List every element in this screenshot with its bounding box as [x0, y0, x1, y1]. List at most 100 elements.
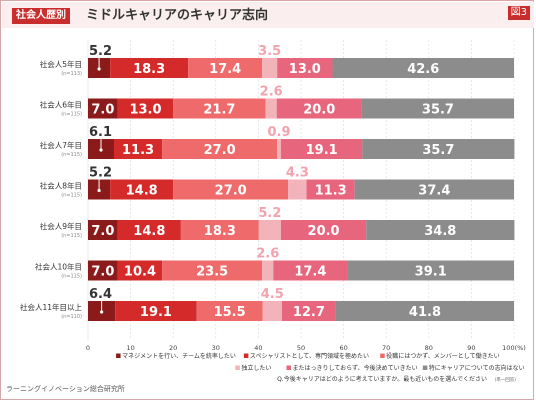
data-label: 21.7: [203, 103, 235, 118]
data-label: 7.0: [91, 265, 114, 280]
data-label: 37.4: [418, 184, 450, 199]
bar-segment: [117, 260, 163, 281]
legend-label: 特にキャリアについての志向はない: [429, 364, 525, 372]
x-tick-label: 60: [339, 344, 347, 352]
leader-dot: [97, 188, 101, 193]
data-label: 5.2: [89, 44, 112, 59]
data-label: 5.2: [89, 166, 112, 181]
data-label: 7.0: [91, 103, 114, 118]
legend-swatch: [286, 365, 291, 370]
bar-segment: [196, 301, 263, 321]
category-label: 社会人8年目: [40, 181, 82, 191]
data-label: 19.1: [306, 143, 338, 158]
bar-segment: [258, 220, 281, 240]
legend-label: スペシャリストとして、専門領域を極めたい: [250, 352, 369, 360]
x-tick-label: 70: [382, 344, 390, 352]
data-label: 2.6: [256, 247, 279, 262]
data-label: 17.4: [209, 62, 241, 77]
source-credit: ラーニングイノベーション総合研究所: [6, 385, 125, 393]
data-label: 18.3: [133, 62, 165, 77]
bar-segment: [162, 260, 263, 281]
data-label: 18.3: [204, 224, 236, 239]
legend-label: 役職にはつかず、メンバーとして働きたい: [386, 352, 499, 360]
data-label: 35.7: [422, 103, 454, 118]
bar-segment: [117, 220, 181, 240]
question-note: (単一回答): [494, 376, 516, 383]
sample-size-label: (n=113): [61, 71, 82, 77]
bar-segment: [117, 98, 174, 119]
x-tick-label: 20: [169, 344, 177, 352]
bar-segment: [332, 58, 514, 78]
sample-size-label: (n=115): [61, 152, 82, 158]
x-tick-label: 80: [425, 344, 433, 352]
category-label: 社会人10年目: [35, 262, 82, 272]
data-label: 39.1: [415, 265, 447, 280]
data-label: 15.5: [214, 305, 246, 320]
bar-segment: [110, 58, 189, 78]
legend-label: 独立したい: [241, 364, 271, 372]
category-label: 社会人6年目: [40, 100, 82, 110]
data-label: 20.0: [303, 103, 335, 118]
data-label: 17.4: [294, 265, 326, 280]
legend-label: またはっきりしておらず、今後決めていきたい: [292, 364, 417, 372]
x-tick-label: 10: [126, 344, 134, 352]
bar-segment: [273, 260, 348, 281]
bar-segment: [88, 260, 118, 281]
figure-label: 図3: [507, 6, 530, 20]
legend-swatch: [243, 353, 249, 358]
leader-dot: [99, 148, 103, 152]
data-label: 7.0: [91, 224, 114, 239]
leader-dot: [100, 310, 104, 314]
data-label: 10.4: [124, 265, 156, 280]
bar-segment: [115, 301, 197, 321]
category-label: 社会人7年目: [40, 140, 82, 150]
x-tick-label: 30: [212, 344, 220, 352]
sample-size-label: (n=115): [61, 112, 82, 118]
bar-segment: [180, 220, 259, 240]
data-label: 6.1: [89, 125, 112, 140]
chart-title: ミドルキャリアのキャリア志向: [86, 8, 269, 23]
bar-segment: [277, 58, 333, 78]
data-label: 13.0: [129, 103, 161, 118]
x-tick-label: 40: [254, 344, 262, 352]
bar-segment: [335, 301, 514, 321]
bar-segment: [361, 98, 514, 119]
header-band: 社会人歴別 ミドルキャリアのキャリア志向 図3: [2, 2, 534, 28]
bar-segment: [188, 58, 263, 78]
category-label: 社会人9年目: [40, 221, 82, 231]
bar-segment: [276, 98, 362, 119]
bar-segment: [280, 220, 367, 240]
data-label: 0.9: [268, 125, 291, 140]
bar-segment: [306, 179, 355, 200]
data-label: 23.5: [196, 265, 228, 280]
bar-segment: [88, 220, 118, 240]
category-tag: 社会人歴別: [12, 8, 70, 24]
bar-segment: [262, 301, 282, 321]
data-label: 11.3: [122, 143, 154, 158]
bar-segment: [113, 139, 163, 159]
data-label: 5.2: [258, 206, 281, 221]
bar-segment: [288, 179, 307, 200]
x-tick-label: 100(%): [502, 344, 526, 352]
data-label: 2.6: [260, 85, 283, 100]
data-label: 27.0: [215, 184, 247, 199]
data-label: 19.1: [140, 305, 172, 320]
data-label: 35.7: [422, 143, 454, 158]
data-label: 14.8: [126, 184, 158, 199]
data-label: 3.5: [258, 44, 281, 59]
bar-segment: [162, 139, 278, 159]
legend-swatch: [422, 365, 428, 370]
bar-segment: [262, 260, 274, 281]
sample-size-label: (n=115): [61, 193, 82, 199]
x-tick-label: 90: [467, 344, 475, 352]
leader-dot: [97, 67, 101, 71]
bar-segment: [280, 139, 363, 159]
data-label: 12.7: [293, 305, 325, 320]
bar-segment: [88, 98, 118, 119]
data-label: 6.4: [89, 287, 112, 302]
data-label: 20.0: [308, 224, 340, 239]
legend-swatch: [235, 365, 240, 370]
data-label: 34.8: [424, 224, 456, 239]
